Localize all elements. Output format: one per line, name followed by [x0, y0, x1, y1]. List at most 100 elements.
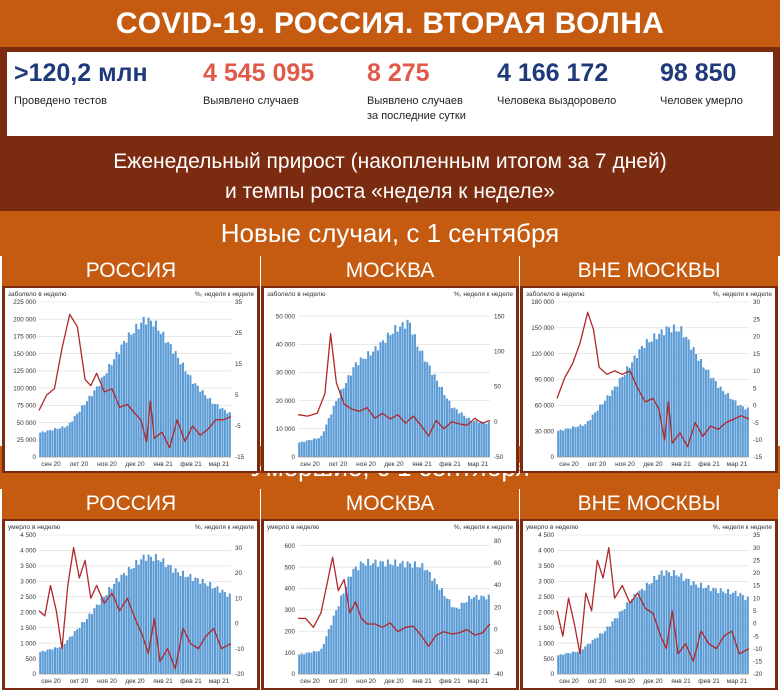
- bar: [140, 559, 142, 674]
- chart-panel-4: МОСКВА умерло в неделю%, неделя к неделе 0…: [261, 489, 519, 690]
- x-tick-label: ноя 20: [356, 461, 376, 468]
- bar: [335, 610, 337, 674]
- x-tick-label: окт 20: [329, 678, 348, 685]
- bar: [91, 614, 93, 674]
- y2-tick-label: 80: [494, 538, 502, 545]
- chart-svg: умерло в неделю%, неделя к неделе05001 0…: [5, 521, 257, 688]
- bar: [79, 412, 81, 457]
- bar: [663, 576, 665, 674]
- bar: [138, 565, 140, 674]
- bar: [634, 594, 636, 674]
- bar: [606, 626, 608, 674]
- bar: [113, 359, 115, 457]
- y-tick-label: 175 000: [13, 334, 36, 341]
- bar: [106, 373, 108, 457]
- bar: [182, 363, 184, 457]
- bar: [394, 559, 396, 674]
- bar: [456, 608, 458, 674]
- y-tick-label: 150 000: [531, 325, 554, 332]
- bar: [411, 335, 413, 457]
- bar: [466, 418, 468, 457]
- y2-tick-label: 20: [753, 334, 761, 341]
- bar: [734, 591, 736, 674]
- y2-tick-label: 35: [235, 299, 243, 306]
- bar: [429, 366, 431, 457]
- bar: [416, 567, 418, 674]
- bar: [98, 605, 100, 674]
- y-tick-label: 300: [284, 607, 295, 614]
- bar: [301, 654, 303, 674]
- bar: [352, 367, 354, 457]
- y2-tick-label: 50: [494, 384, 502, 391]
- bar: [407, 561, 409, 674]
- bar: [710, 591, 712, 674]
- bar: [621, 377, 623, 457]
- y-tick-label: 4 500: [538, 532, 554, 539]
- x-tick-label: сен 20: [559, 678, 579, 685]
- bar: [453, 607, 455, 674]
- bar: [646, 339, 648, 457]
- y2-tick-label: 5: [753, 608, 757, 615]
- stat-2: 8 275 Выявлено случаев за последние сутки: [367, 52, 466, 124]
- bar: [320, 649, 322, 674]
- bar: [375, 346, 377, 457]
- bar: [47, 430, 49, 457]
- bar: [599, 405, 601, 457]
- y-tick-label: 200 000: [13, 316, 36, 323]
- bar: [162, 332, 164, 457]
- y-tick-label: 1 500: [20, 625, 36, 632]
- bar: [468, 596, 470, 674]
- y2-tick-label: 30: [753, 545, 761, 552]
- bar: [301, 442, 303, 457]
- bar: [712, 588, 714, 674]
- bar: [426, 570, 428, 674]
- bar: [338, 398, 340, 457]
- bar: [123, 573, 125, 674]
- bar: [184, 371, 186, 457]
- bar: [98, 386, 100, 457]
- bar: [416, 347, 418, 457]
- bar: [678, 332, 680, 457]
- bar: [387, 333, 389, 457]
- x-tick-label: ноя 20: [356, 678, 376, 685]
- y2-tick-label: 10: [753, 595, 761, 602]
- y-tick-label: 0: [550, 454, 554, 461]
- stat-label: Выявлено случаев: [203, 94, 314, 109]
- bar: [194, 383, 196, 457]
- y2-tick-label: 25: [753, 557, 761, 564]
- bar: [135, 324, 137, 457]
- y2-tick-label: 20: [753, 570, 761, 577]
- x-tick-label: дек 20: [125, 461, 145, 468]
- bar: [624, 375, 626, 457]
- bar: [199, 584, 201, 674]
- stat-0: >120,2 млн Проведено тестов: [14, 52, 148, 109]
- bar: [160, 334, 162, 457]
- bar: [343, 388, 345, 457]
- x-tick-label: янв 21: [671, 678, 691, 685]
- bar: [311, 653, 313, 674]
- bar: [404, 329, 406, 457]
- stats-panel: >120,2 млн Проведено тестов 4 545 095 Выявл…: [7, 52, 773, 136]
- x-tick-label: окт 20: [588, 678, 607, 685]
- y2-tick-label: -15: [753, 454, 763, 461]
- bar: [698, 361, 700, 457]
- stat-value: 4 166 172: [497, 58, 616, 88]
- bar: [345, 383, 347, 457]
- bar: [431, 581, 433, 674]
- bar: [189, 574, 191, 674]
- bar: [52, 430, 54, 457]
- bar: [565, 653, 567, 674]
- bar: [180, 364, 182, 457]
- bar: [96, 387, 98, 457]
- bar: [125, 343, 127, 457]
- bar: [323, 644, 325, 674]
- bar: [399, 563, 401, 674]
- bar: [397, 566, 399, 674]
- bar: [419, 568, 421, 674]
- bar: [298, 443, 300, 457]
- bar: [209, 582, 211, 674]
- bar: [606, 395, 608, 457]
- bar: [570, 429, 572, 457]
- y-tick-label: 0: [550, 671, 554, 678]
